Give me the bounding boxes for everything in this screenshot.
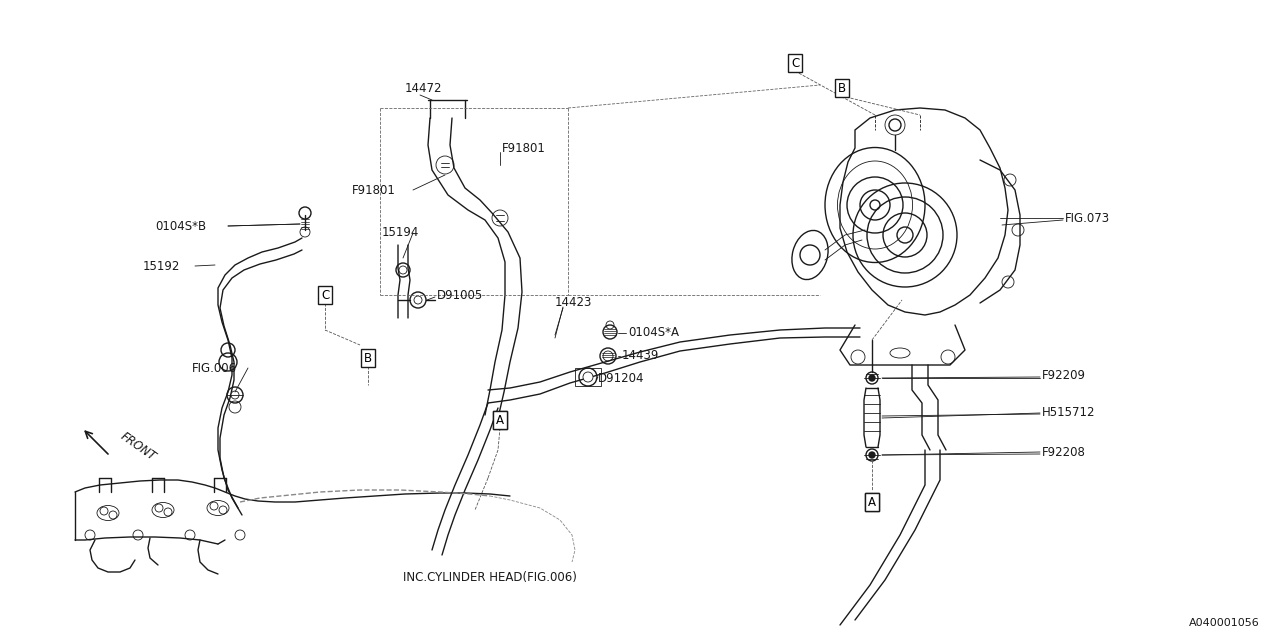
Text: D91204: D91204 [598,371,645,385]
Text: 0104S*B: 0104S*B [155,220,206,232]
Text: A: A [868,495,876,509]
Text: A: A [497,413,504,426]
Text: F91801: F91801 [502,141,545,154]
Text: F92209: F92209 [1042,369,1085,381]
Circle shape [399,266,407,274]
Text: FIG.073: FIG.073 [1065,211,1110,225]
Text: FIG.006: FIG.006 [192,362,237,374]
Text: B: B [838,81,846,95]
Text: FRONT: FRONT [118,430,159,464]
Text: 0104S*A: 0104S*A [628,326,678,339]
Text: A040001056: A040001056 [1189,618,1260,628]
Text: INC.CYLINDER HEAD(FIG.006): INC.CYLINDER HEAD(FIG.006) [403,570,577,584]
Circle shape [582,372,593,382]
Text: 15192: 15192 [143,259,180,273]
Circle shape [230,391,239,399]
Text: D91005: D91005 [436,289,484,301]
Text: A: A [868,495,876,509]
Bar [575,368,602,386]
Circle shape [413,296,422,304]
Text: H515712: H515712 [1042,406,1096,419]
Text: F91801: F91801 [352,184,396,196]
Circle shape [869,375,876,381]
Text: 14423: 14423 [556,296,593,308]
Text: B: B [364,351,372,365]
Text: C: C [321,289,329,301]
Text: 15194: 15194 [381,225,420,239]
Text: C: C [791,56,799,70]
Text: F92208: F92208 [1042,445,1085,458]
Text: A: A [497,413,504,426]
Circle shape [869,452,876,458]
Text: 14439: 14439 [622,349,659,362]
Text: 14472: 14472 [404,81,443,95]
